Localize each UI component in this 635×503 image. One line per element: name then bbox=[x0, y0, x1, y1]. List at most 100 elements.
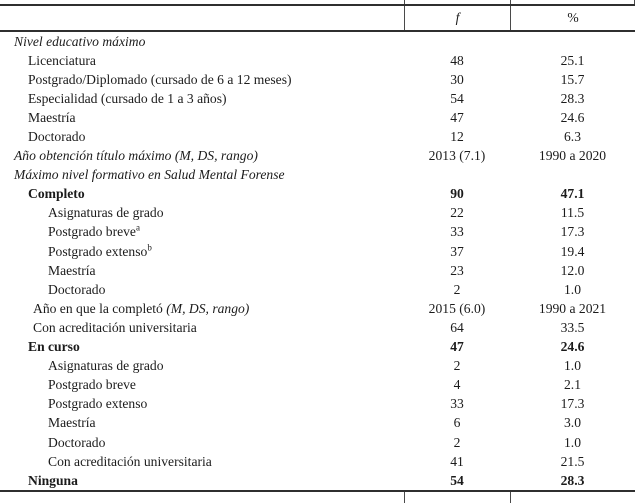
row-label-superscript: b bbox=[147, 243, 152, 253]
table-row: Nivel educativo máximo bbox=[0, 32, 635, 51]
table-row: Postgrado/Diplomado (cursado de 6 a 12 m… bbox=[0, 70, 635, 89]
row-label-text: Postgrado extenso bbox=[48, 243, 148, 259]
table-body: Nivel educativo máximo Licenciatura 48 2… bbox=[0, 32, 635, 490]
row-label-text: Postgrado breve bbox=[48, 224, 136, 240]
row-label: Postgrado brevea bbox=[0, 224, 404, 240]
cell-f: 2013 (7.1) bbox=[428, 148, 486, 164]
row-label: Con acreditación universitaria bbox=[0, 454, 404, 470]
table-row: Licenciatura 48 25.1 bbox=[0, 51, 635, 70]
row-label-text: Maestría bbox=[48, 415, 96, 431]
gridline-tick bbox=[404, 492, 510, 503]
cell-pct: 12.0 bbox=[560, 262, 585, 278]
cell-pct: 33.5 bbox=[560, 319, 585, 335]
row-label: Completo bbox=[0, 186, 404, 202]
cell-pct: 24.6 bbox=[560, 109, 585, 125]
cell-f: 54 bbox=[450, 90, 464, 106]
row-label: Especialidad (cursado de 1 a 3 años) bbox=[0, 91, 404, 107]
cell-pct: 24.6 bbox=[560, 339, 585, 355]
cell-pct: 1.0 bbox=[564, 434, 581, 450]
cell-f: 2 bbox=[453, 358, 461, 374]
row-label-superscript: a bbox=[135, 224, 140, 233]
cell-f: 41 bbox=[450, 453, 464, 469]
row-label: Postgrado/Diplomado (cursado de 6 a 12 m… bbox=[0, 72, 404, 88]
row-label: Nivel educativo máximo bbox=[0, 34, 404, 50]
row-label: Maestría bbox=[0, 110, 404, 126]
row-label-text: En curso bbox=[28, 339, 80, 355]
cell-pct: 17.3 bbox=[560, 396, 585, 412]
table-row: Completo 90 47.1 bbox=[0, 185, 635, 204]
cell-f: 6 bbox=[453, 415, 461, 431]
table-header: f % bbox=[0, 6, 635, 30]
row-label: Doctorado bbox=[0, 129, 404, 145]
cell-f: 22 bbox=[450, 205, 464, 221]
cell-pct: 2.1 bbox=[564, 377, 581, 393]
table-row: En curso 47 24.6 bbox=[0, 338, 635, 357]
row-label-text: Licenciatura bbox=[28, 52, 96, 68]
table-bottom-rule bbox=[0, 490, 635, 493]
cell-f: 2 bbox=[453, 281, 461, 297]
cell-f: 30 bbox=[450, 71, 464, 87]
row-label-text: Año en que la completó bbox=[33, 300, 167, 316]
row-label: Postgrado breve bbox=[0, 377, 404, 393]
cell-pct: 28.3 bbox=[560, 472, 585, 488]
table-row: Año obtención título máximo (M, DS, rang… bbox=[0, 147, 635, 166]
cell-pct: 28.3 bbox=[560, 90, 585, 106]
cell-pct: 1.0 bbox=[564, 281, 581, 297]
row-label-text: Asignaturas de grado bbox=[48, 205, 164, 221]
gridline-spacer bbox=[0, 492, 404, 503]
cell-f: 2 bbox=[453, 434, 461, 450]
row-label-text: Ninguna bbox=[28, 472, 78, 488]
row-label: Postgrado extenso bbox=[0, 396, 404, 412]
cell-f: 12 bbox=[450, 129, 464, 145]
cell-pct: 21.5 bbox=[560, 453, 585, 469]
table-header-rule bbox=[0, 30, 635, 32]
cell-f: 2015 (6.0) bbox=[428, 300, 486, 316]
row-label: Maestría bbox=[0, 415, 404, 431]
row-label-text: Maestría bbox=[48, 262, 96, 278]
row-label: Asignaturas de grado bbox=[0, 358, 404, 374]
cell-f: 90 bbox=[450, 186, 464, 202]
cell-pct: 11.5 bbox=[560, 205, 585, 221]
row-label-note: (M, DS, rango) bbox=[166, 300, 250, 316]
gridline-tick bbox=[404, 0, 510, 4]
row-label-text: Máximo nivel formativo en Salud Mental F… bbox=[14, 167, 285, 183]
cell-f: 33 bbox=[450, 396, 464, 412]
cell-pct: 17.3 bbox=[560, 224, 585, 240]
table-row: Doctorado 12 6.3 bbox=[0, 127, 635, 146]
table-row: Postgrado breve 4 2.1 bbox=[0, 376, 635, 395]
row-label: Doctorado bbox=[0, 435, 404, 451]
cell-pct: 19.4 bbox=[560, 243, 585, 259]
cell-f: 23 bbox=[450, 262, 464, 278]
table-row: Postgrado brevea 33 17.3 bbox=[0, 223, 635, 242]
row-label-text: Año obtención título máximo (M, DS, rang… bbox=[14, 148, 258, 164]
table-row: Maestría 6 3.0 bbox=[0, 414, 635, 433]
cell-pct: 25.1 bbox=[560, 52, 585, 68]
row-label-text: Doctorado bbox=[48, 434, 106, 450]
row-label: Doctorado bbox=[0, 282, 404, 298]
row-label: Máximo nivel formativo en Salud Mental F… bbox=[0, 167, 404, 183]
row-label: Con acreditación universitaria bbox=[0, 320, 404, 336]
row-label: Año obtención título máximo (M, DS, rang… bbox=[0, 148, 404, 164]
cell-f: 47 bbox=[450, 109, 464, 125]
table-row: Asignaturas de grado 2 1.0 bbox=[0, 357, 635, 376]
row-label-text: Asignaturas de grado bbox=[48, 358, 164, 374]
row-label-text: Doctorado bbox=[28, 129, 86, 145]
table-row: Año en que la completó (M, DS, rango) 20… bbox=[0, 299, 635, 318]
row-label-text: Postgrado/Diplomado (cursado de 6 a 12 m… bbox=[28, 71, 292, 87]
cell-f: 47 bbox=[450, 339, 464, 355]
cell-pct: 1.0 bbox=[564, 358, 581, 374]
row-label-text: Doctorado bbox=[48, 281, 106, 297]
row-label-text: Nivel educativo máximo bbox=[14, 33, 146, 49]
cell-pct: 1990 a 2020 bbox=[538, 148, 607, 164]
row-label-text: Postgrado extenso bbox=[48, 396, 148, 412]
table-row: Doctorado 2 1.0 bbox=[0, 280, 635, 299]
row-label-text: Postgrado breve bbox=[48, 377, 136, 393]
row-label: Maestría bbox=[0, 263, 404, 279]
table-row: Maestría 47 24.6 bbox=[0, 108, 635, 127]
row-label-text: Especialidad (cursado de 1 a 3 años) bbox=[28, 90, 227, 106]
header-cell-f: f bbox=[404, 6, 510, 30]
table-row: Máximo nivel formativo en Salud Mental F… bbox=[0, 166, 635, 185]
row-label: Año en que la completó (M, DS, rango) bbox=[0, 301, 404, 317]
table-row: Ninguna 54 28.3 bbox=[0, 471, 635, 490]
